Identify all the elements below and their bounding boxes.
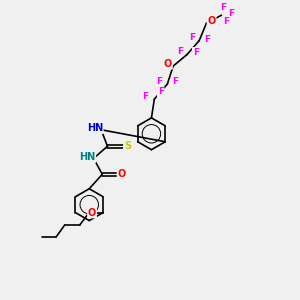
Text: F: F [158, 87, 164, 96]
Text: F: F [142, 92, 148, 101]
Text: F: F [189, 33, 195, 42]
Text: S: S [124, 141, 131, 151]
Text: HN: HN [79, 152, 95, 162]
Text: F: F [228, 9, 234, 18]
Text: F: F [156, 77, 162, 86]
Text: O: O [88, 208, 96, 218]
Text: HN: HN [87, 123, 103, 133]
Text: F: F [220, 3, 226, 12]
Text: O: O [118, 169, 126, 179]
Text: F: F [177, 46, 183, 56]
Text: O: O [208, 16, 216, 26]
Text: O: O [164, 59, 172, 69]
Text: F: F [223, 17, 229, 26]
Text: F: F [204, 35, 210, 44]
Text: F: F [172, 77, 178, 86]
Text: F: F [193, 48, 199, 57]
